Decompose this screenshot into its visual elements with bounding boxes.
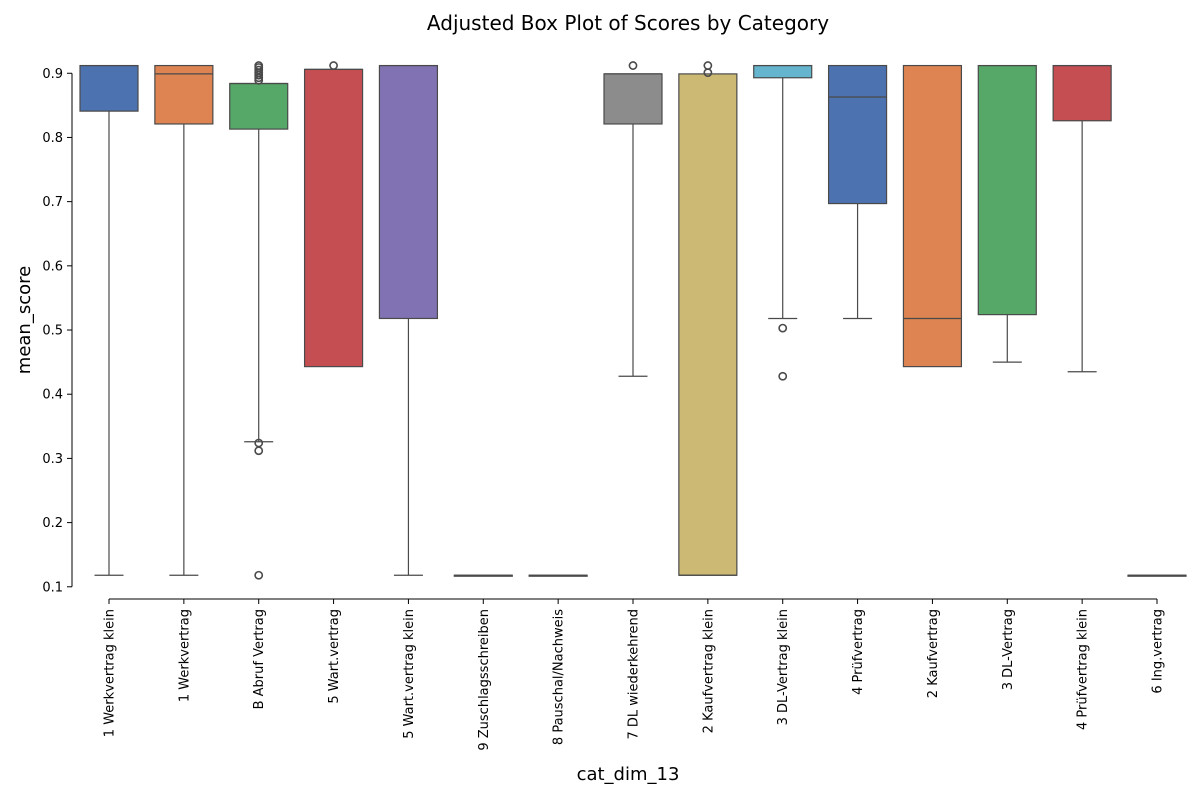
outlier-point	[778, 323, 788, 333]
box-iqr	[79, 64, 139, 112]
box-1	[79, 64, 139, 576]
y-tick-label: 0.4	[42, 388, 63, 403]
y-tick-label: 0.5	[42, 324, 63, 339]
box-iqr	[753, 64, 813, 79]
x-tick-label: 1 Werkvertrag	[177, 609, 192, 702]
outlier-point	[628, 61, 638, 70]
y-axis: 0.1 0.2 0.3 0.4 0.5 0.6 0.7 0.8 0.9	[42, 67, 73, 595]
box-iqr	[603, 73, 663, 125]
box-3	[229, 61, 289, 580]
box-9	[678, 61, 738, 576]
box-iqr	[229, 82, 289, 130]
box-iqr	[303, 68, 364, 368]
box-iqr	[678, 73, 738, 576]
outlier-point	[254, 61, 264, 70]
box-iqr	[902, 64, 963, 368]
x-tick-label: 2 Kaufvertrag klein	[701, 609, 716, 733]
y-tick-label: 0.7	[42, 195, 63, 210]
x-tick-label: 5 Wart.vertrag klein	[402, 609, 417, 739]
box-4	[303, 61, 364, 368]
x-tick-label: 3 DL-Vertrag	[1001, 609, 1016, 690]
box-13	[977, 64, 1037, 363]
box-iqr	[977, 64, 1037, 316]
outlier-point	[254, 570, 264, 580]
x-axis-label: cat_dim_13	[577, 764, 680, 785]
box-12	[902, 64, 963, 368]
x-tick-label: 2 Kaufvertrag	[926, 609, 941, 698]
x-axis: 1 Werkvertrag klein 1 Werkvertrag B Abruf …	[103, 598, 1166, 751]
x-tick-label: 5 Wart.vertrag	[327, 609, 342, 704]
box-15	[1127, 574, 1187, 577]
box-11	[827, 64, 888, 320]
box-2	[154, 64, 214, 576]
outlier-point	[329, 61, 338, 70]
box-8	[603, 61, 663, 377]
y-axis-label: mean_score	[14, 266, 35, 374]
y-tick-label: 0.8	[42, 131, 63, 146]
outlier-point	[703, 61, 713, 70]
box-14	[1052, 64, 1112, 373]
box-iqr	[827, 64, 888, 205]
box-6	[453, 574, 513, 577]
outlier-point	[254, 438, 264, 448]
x-tick-label: 3 DL-Vertrag klein	[776, 609, 791, 725]
box-iqr	[154, 64, 214, 125]
x-tick-label: 6 Ing.vertrag	[1151, 609, 1166, 694]
box-5	[378, 64, 439, 576]
outlier-point	[778, 371, 788, 381]
x-tick-label: 9 Zuschlagsschreiben	[477, 609, 492, 751]
x-tick-label: 4 Prüfvertrag	[851, 609, 866, 695]
y-tick-label: 0.6	[42, 259, 63, 274]
y-tick-label: 0.3	[42, 452, 63, 467]
y-tick-label: 0.2	[42, 516, 63, 531]
x-tick-label: 4 Prüfvertrag klein	[1076, 609, 1091, 730]
outlier-point	[254, 446, 264, 456]
y-tick-label: 0.1	[42, 580, 63, 595]
box-iqr	[378, 64, 439, 320]
x-tick-label: 1 Werkvertrag klein	[103, 609, 118, 737]
x-tick-label: 8 Pauschal/Nachweis	[552, 609, 567, 745]
chart-title: Adjusted Box Plot of Scores by Category	[427, 11, 829, 35]
box-iqr	[1052, 64, 1112, 122]
x-tick-label: B Abruf Vertrag	[252, 609, 267, 709]
outlier-point	[254, 65, 264, 75]
y-tick-label: 0.9	[42, 67, 63, 82]
box-10	[753, 64, 813, 381]
boxes-group	[79, 61, 1187, 580]
x-tick-label: 7 DL wiederkehrend	[627, 609, 642, 739]
box-7	[528, 574, 588, 577]
